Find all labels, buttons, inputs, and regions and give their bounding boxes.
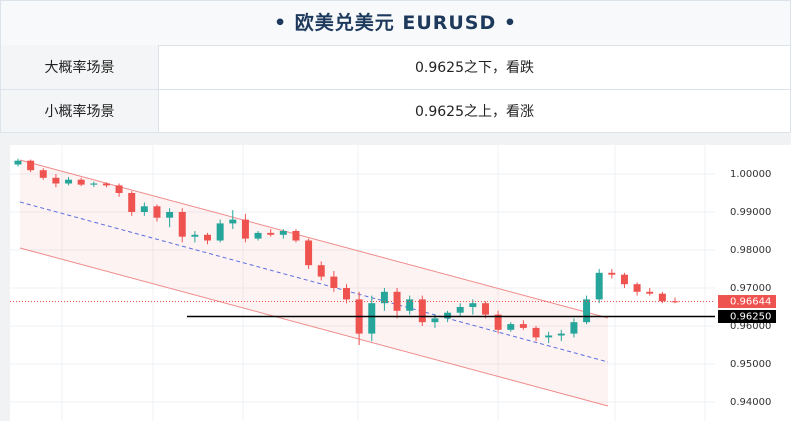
- candle-body: [254, 232, 262, 239]
- candle-body: [216, 223, 224, 241]
- candle-body: [545, 335, 553, 338]
- y-tick-label: 0.94000: [730, 397, 771, 408]
- cell: 0.9625之下，看跌: [415, 60, 534, 76]
- candle-body: [305, 240, 313, 266]
- level-label: 0.96250: [730, 311, 771, 322]
- candle-body: [406, 299, 414, 311]
- candle-body: [330, 276, 338, 288]
- level-tag: [718, 295, 776, 309]
- candle-body: [204, 234, 212, 241]
- y-tick-label: 1.00000: [730, 169, 771, 180]
- y-tick-label: 0.97000: [730, 283, 771, 294]
- candle-body: [343, 287, 350, 300]
- candle-body: [191, 234, 199, 237]
- candle-body: [241, 219, 249, 239]
- channel-mid: [19, 201, 609, 363]
- bullet: •: [496, 12, 518, 34]
- candle-body: [229, 219, 237, 224]
- channel-lower: [19, 247, 609, 407]
- cell: 大概率场景: [1, 45, 159, 89]
- y-tick-label: 0.95000: [730, 359, 771, 370]
- table-row: 大概率场景 0.9625之下，看跌: [0, 45, 791, 90]
- candle-body: [431, 318, 439, 323]
- candle-body: [444, 312, 452, 319]
- chart: 1.00000 0.99000 0.98000 0.97000 0.96000 0.950…: [0, 133, 791, 421]
- candle-body: [39, 170, 47, 178]
- candle-body: [557, 333, 565, 336]
- candle-body: [608, 272, 616, 275]
- candle-body: [77, 179, 85, 185]
- candle-body: [633, 284, 641, 292]
- candle-body: [671, 301, 679, 303]
- candle-body: [279, 230, 287, 235]
- candle-body: [418, 299, 426, 323]
- y-tick-label: 0.99000: [730, 207, 771, 218]
- candle-body: [380, 291, 388, 304]
- table-row: 小概率场景 0.9625之上，看涨: [0, 90, 791, 133]
- y-tick-label: 0.98000: [730, 245, 771, 256]
- candle-body: [128, 192, 136, 212]
- candle-body: [27, 160, 35, 171]
- bullet: •: [273, 12, 295, 34]
- candle-body: [532, 327, 540, 338]
- title: 欧美兑美元 EURUSD: [294, 12, 497, 34]
- candle-body: [646, 291, 654, 294]
- candle-body: [595, 272, 603, 300]
- vertical-grid: [61, 145, 706, 421]
- candle-body: [90, 183, 98, 185]
- candle-body: [102, 183, 110, 186]
- candle-body: [317, 265, 325, 277]
- candle-body: [658, 293, 666, 302]
- candle-body: [65, 179, 73, 184]
- candle-body: [14, 160, 22, 165]
- axis-area: [715, 145, 791, 421]
- candle-body: [178, 211, 186, 237]
- candle-body: [115, 185, 123, 193]
- candle-body: [140, 206, 148, 212]
- candle-body: [507, 324, 515, 330]
- candle-body: [153, 206, 161, 218]
- candle-body: [620, 274, 628, 285]
- candle-body: [292, 230, 300, 241]
- candle-body: [52, 177, 60, 184]
- level-label: 0.96644: [730, 297, 771, 308]
- candle-body: [469, 303, 477, 307]
- cell: 小概率场景: [1, 90, 159, 132]
- candle-body: [481, 303, 489, 315]
- channel-fill: [20, 160, 608, 406]
- candle-body: [368, 303, 376, 334]
- candle-body: [166, 211, 174, 218]
- cell: 0.9625之上，看涨: [415, 104, 534, 120]
- candle-body: [570, 322, 578, 334]
- candle-body: [267, 232, 275, 235]
- candle-body: [583, 299, 591, 323]
- level-tag: [718, 309, 776, 323]
- candle-body: [456, 306, 464, 313]
- y-tick-label: 0.96000: [730, 321, 771, 332]
- candle-body: [519, 324, 527, 328]
- candle-body: [494, 314, 502, 330]
- header: • 欧美兑美元 EURUSD •: [0, 0, 791, 46]
